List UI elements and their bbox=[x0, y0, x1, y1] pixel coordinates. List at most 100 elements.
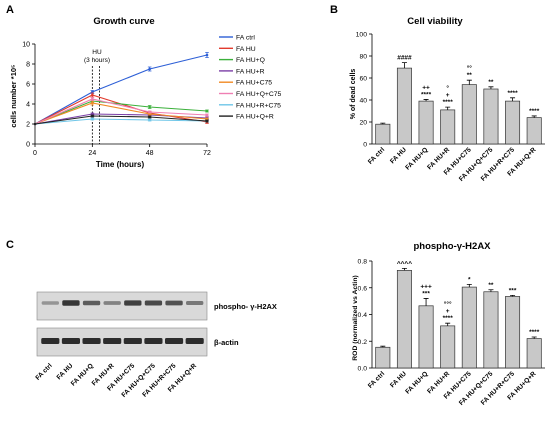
viability-bar bbox=[440, 109, 456, 145]
growth-y-tick-label: 4 bbox=[26, 102, 30, 109]
viability-significance-label: ++ bbox=[422, 84, 430, 91]
growth-series-line bbox=[34, 115, 208, 125]
growth-chart-title: Growth curve bbox=[93, 16, 154, 27]
growth-series-line bbox=[34, 54, 208, 125]
h2ax-y-tick-label: 0.8 bbox=[358, 259, 368, 266]
viability-y-tick-label: 80 bbox=[359, 54, 367, 61]
h2ax-y-tick-label: 0.2 bbox=[358, 339, 368, 346]
growth-legend-label: FA HU+R+C75 bbox=[236, 102, 281, 109]
h2ax-significance-label: + bbox=[446, 308, 450, 315]
h2ax-error-bar bbox=[445, 322, 451, 326]
h2ax-bar bbox=[375, 346, 391, 369]
blot-band-h2ax bbox=[144, 300, 163, 306]
hu-annotation-label: HU bbox=[92, 49, 102, 56]
h2ax-chart-title: phospho-γ-H2AX bbox=[413, 241, 491, 252]
viability-category-label: FA ctrl bbox=[367, 146, 386, 165]
growth-series-line bbox=[34, 102, 208, 125]
growth-data-point bbox=[91, 117, 94, 121]
panel-label-b: B bbox=[330, 4, 338, 16]
viability-y-tick-label: 0 bbox=[363, 142, 367, 149]
growth-data-point bbox=[91, 101, 94, 105]
blot-label-h2ax: phospho- γ-H2AX bbox=[214, 302, 277, 311]
viability-bar bbox=[526, 117, 542, 145]
growth-data-point bbox=[91, 114, 94, 118]
growth-legend-label: FA HU+Q+R bbox=[236, 114, 274, 121]
h2ax-bar bbox=[461, 286, 477, 369]
growth-data-point bbox=[148, 110, 151, 114]
h2ax-error-bar bbox=[423, 298, 429, 306]
growth-x-tick-label: 24 bbox=[88, 150, 96, 157]
growth-legend-label: FA HU+Q+C75 bbox=[236, 91, 282, 98]
viability-bar bbox=[375, 123, 391, 145]
h2ax-error-bar bbox=[488, 289, 494, 292]
growth-data-point bbox=[148, 118, 151, 122]
h2ax-significance-label: **** bbox=[443, 315, 454, 322]
h2ax-bar bbox=[418, 305, 434, 369]
growth-series-line bbox=[34, 100, 208, 125]
viability-category-label: FA HU bbox=[389, 146, 408, 165]
h2ax-bar bbox=[526, 338, 542, 369]
viability-bar bbox=[396, 67, 412, 145]
viability-significance-label: **** bbox=[508, 90, 519, 97]
h2ax-category-label: FA HU+Q bbox=[404, 370, 429, 395]
blot-band-actin bbox=[164, 338, 184, 344]
growth-data-point bbox=[148, 67, 151, 71]
h2ax-error-bar bbox=[401, 267, 407, 271]
blot-band-h2ax bbox=[41, 301, 59, 305]
viability-y-tick-label: 40 bbox=[359, 98, 367, 105]
h2ax-significance-label: * bbox=[468, 276, 471, 283]
blot-band-actin bbox=[103, 338, 122, 344]
viability-significance-label: **** bbox=[443, 99, 454, 106]
h2ax-significance-label: *** bbox=[422, 290, 430, 297]
growth-data-point bbox=[91, 97, 94, 101]
panel-label-a: A bbox=[6, 4, 14, 16]
growth-y-tick-label: 2 bbox=[26, 122, 30, 129]
growth-legend-label: FA HU+C75 bbox=[236, 80, 272, 87]
h2ax-chart: 0.00.20.40.60.8FA ctrl^^^^FA HU+++***FA … bbox=[358, 259, 545, 407]
h2ax-significance-label: *** bbox=[509, 287, 517, 294]
growth-data-point bbox=[33, 122, 37, 126]
viability-error-bar bbox=[510, 97, 516, 102]
h2ax-error-bar bbox=[510, 294, 516, 297]
blot-band-h2ax bbox=[103, 301, 121, 305]
viability-error-bar bbox=[401, 62, 407, 69]
growth-data-point bbox=[205, 109, 209, 113]
viability-significance-label: #### bbox=[397, 55, 412, 62]
blot-band-actin bbox=[82, 338, 101, 344]
h2ax-error-bar bbox=[531, 336, 537, 339]
growth-legend-label: FA HU+Q bbox=[236, 57, 265, 64]
growth-legend-label: FA ctrl bbox=[236, 35, 255, 42]
growth-series-line bbox=[34, 118, 208, 125]
h2ax-bar bbox=[505, 296, 521, 369]
h2ax-significance-label: °°° bbox=[444, 300, 452, 308]
viability-significance-label: **** bbox=[529, 108, 540, 115]
blot-band-h2ax bbox=[124, 300, 142, 306]
blot-band-actin bbox=[61, 338, 81, 344]
blot-label-actin: β-actin bbox=[214, 338, 239, 347]
viability-significance-label: **** bbox=[421, 91, 432, 98]
viability-significance-label: ** bbox=[467, 72, 473, 79]
growth-x-axis-label: Time (hours) bbox=[96, 160, 145, 169]
growth-series-line bbox=[34, 98, 208, 125]
viability-y-axis-label: % of dead cells bbox=[350, 69, 357, 120]
viability-bar bbox=[505, 100, 521, 145]
viability-significance-label: + bbox=[446, 92, 450, 99]
viability-error-bar bbox=[423, 99, 429, 102]
h2ax-y-tick-label: 0.4 bbox=[358, 312, 368, 319]
growth-data-point bbox=[205, 113, 209, 117]
viability-y-tick-label: 100 bbox=[356, 32, 368, 39]
viability-error-bar bbox=[445, 106, 451, 110]
viability-y-tick-label: 60 bbox=[359, 76, 367, 83]
h2ax-y-tick-label: 0.0 bbox=[358, 366, 368, 373]
h2ax-significance-label: +++ bbox=[420, 283, 432, 290]
viability-bar bbox=[483, 88, 499, 145]
growth-legend-label: FA HU+R bbox=[236, 68, 265, 75]
growth-x-tick-label: 0 bbox=[33, 150, 37, 157]
growth-data-point bbox=[148, 115, 151, 119]
h2ax-significance-label: ^^^^ bbox=[397, 259, 412, 267]
blot-band-h2ax bbox=[62, 300, 80, 306]
blot-lane-label: FA HU bbox=[56, 362, 75, 381]
viability-significance-label: ** bbox=[488, 79, 494, 86]
